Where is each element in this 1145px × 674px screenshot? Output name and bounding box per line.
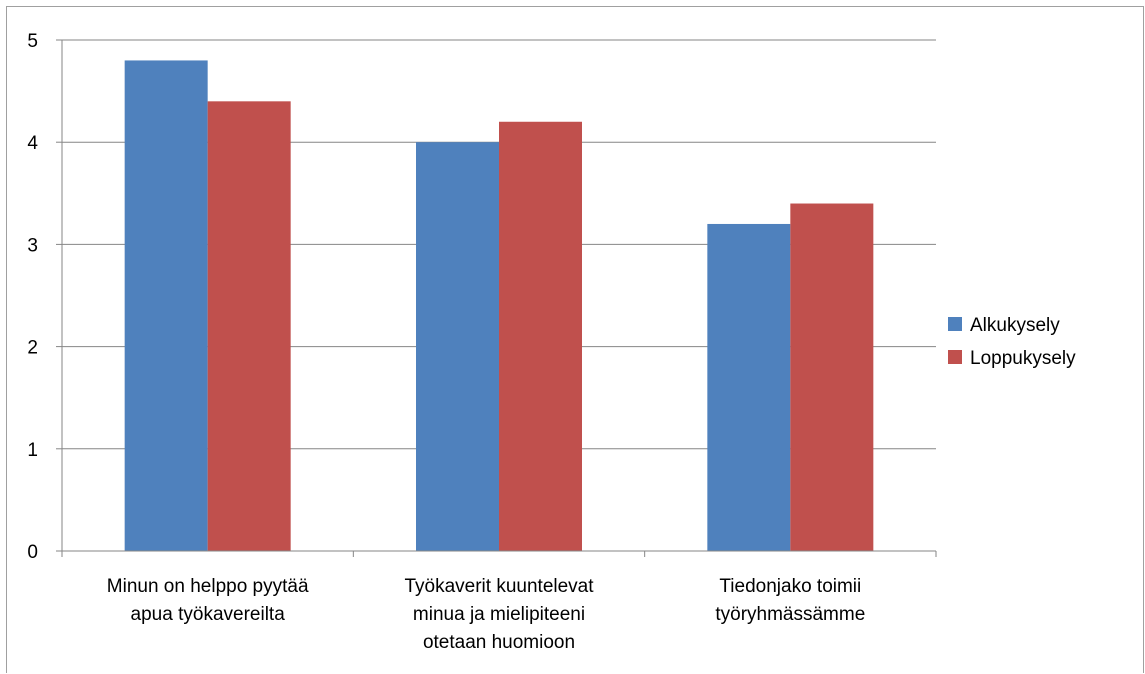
y-tick-label: 1: [27, 440, 38, 461]
y-tick-label: 4: [27, 133, 38, 154]
y-tick-label: 3: [27, 235, 38, 256]
category-label-line: Tiedonjako toimii: [719, 576, 861, 597]
category-label-line: työryhmässämme: [715, 604, 865, 625]
y-tick-label: 5: [27, 31, 38, 52]
category-label: Työkaverit kuuntelevat minua ja mielipite…: [404, 576, 594, 653]
bar-alkukysely-2: [416, 142, 499, 551]
y-tick-label: 2: [27, 338, 38, 359]
category-label-line: Työkaverit kuuntelevat: [404, 576, 594, 597]
bar-loppukysely-3: [790, 203, 874, 551]
legend: Alkukysely Loppukysely: [948, 315, 1076, 369]
legend-swatch-loppukysely: [948, 350, 962, 364]
bar-loppukysely-2: [499, 121, 582, 551]
category-label: Minun on helppo pyytää apua työkavereilta: [107, 576, 309, 625]
axis-labels: 0 1 2 3 4 5 Minun on helppo pyytää apua työkave…: [27, 31, 865, 653]
legend-label-loppukysely: Loppukysely: [970, 348, 1076, 369]
category-label-line: Minun on helppo pyytää: [107, 576, 309, 597]
bar-alkukysely-3: [707, 223, 791, 551]
category-label-line: minua ja mielipiteeni: [413, 604, 585, 625]
category-label-line: otetaan huomioon: [423, 632, 575, 653]
bar-loppukysely-1: [207, 101, 291, 551]
bar-alkukysely-1: [124, 60, 208, 551]
bars: [124, 60, 874, 551]
axes: [56, 39, 937, 557]
y-tick-label: 0: [27, 542, 38, 563]
category-label: Tiedonjako toimii työryhmässämme: [715, 576, 865, 625]
category-label-line: apua työkavereilta: [131, 604, 286, 625]
legend-swatch-alkukysely: [948, 317, 962, 331]
legend-label-alkukysely: Alkukysely: [970, 315, 1060, 336]
